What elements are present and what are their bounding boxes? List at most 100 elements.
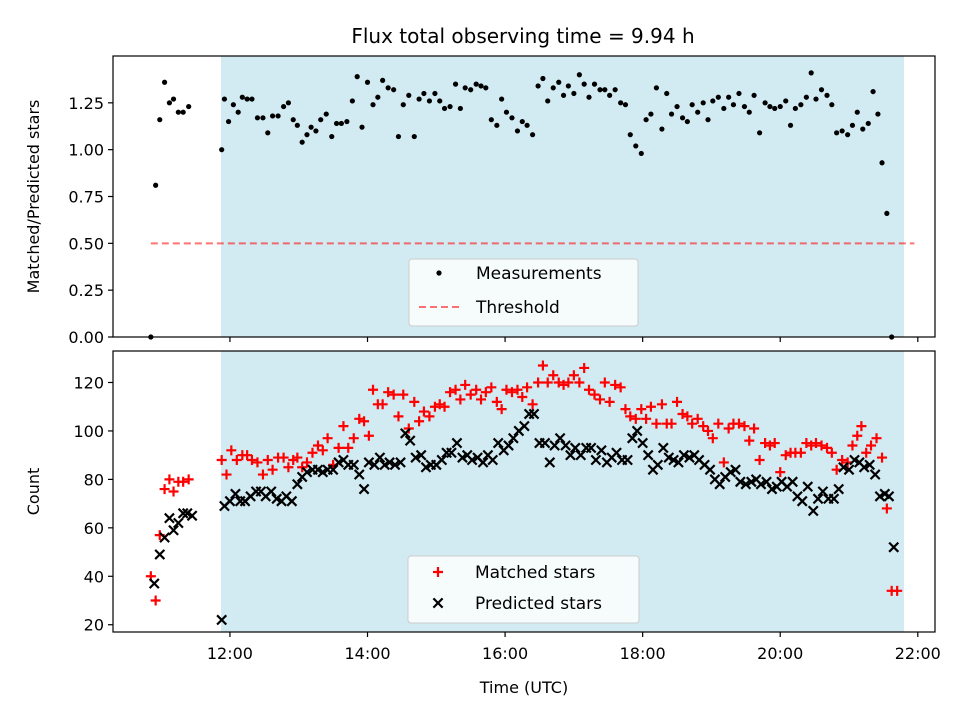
data-point [740, 478, 752, 490]
data-point [599, 377, 610, 388]
data-point [622, 454, 633, 466]
data-point [834, 130, 840, 136]
data-point [377, 399, 388, 410]
data-point [254, 115, 261, 121]
data-point [286, 495, 298, 507]
data-point [512, 384, 523, 395]
data-point [445, 387, 456, 398]
data-point [746, 109, 752, 115]
data-point [471, 384, 482, 395]
data-point [265, 486, 277, 497]
data-point [700, 100, 706, 106]
data-point [473, 81, 479, 87]
data-point [620, 404, 631, 415]
data-point [810, 438, 821, 449]
data-point [230, 488, 241, 500]
y-tick-label: 60 [84, 519, 104, 538]
data-point [175, 109, 181, 115]
data-point [751, 92, 757, 98]
legend-box [407, 555, 640, 624]
data-point [597, 87, 603, 93]
data-point [565, 83, 571, 89]
data-point [584, 384, 595, 395]
data-point [540, 75, 546, 82]
data-point [550, 85, 556, 91]
data-point [436, 454, 448, 466]
data-point [278, 452, 289, 463]
data-point [455, 394, 466, 405]
data-point [802, 481, 814, 493]
data-point [451, 437, 463, 449]
data-point [457, 105, 463, 112]
data-point [354, 74, 360, 80]
data-point [327, 464, 339, 476]
data-point [783, 98, 789, 104]
data-point [395, 133, 402, 140]
data-point [483, 85, 489, 91]
data-point [178, 476, 189, 487]
data-point [808, 70, 814, 76]
data-point [492, 437, 504, 449]
data-point [856, 421, 867, 432]
data-point [418, 406, 429, 417]
data-point [698, 421, 709, 432]
data-point [528, 408, 540, 420]
y-axis-label: Count [24, 468, 43, 516]
data-point [627, 132, 633, 138]
data-point [860, 126, 866, 132]
legend-box [408, 258, 639, 327]
data-point [610, 379, 621, 390]
data-point [527, 399, 538, 410]
data-point [666, 418, 677, 429]
data-point [509, 115, 515, 121]
data-point [235, 109, 241, 115]
data-point [826, 447, 837, 458]
data-point [641, 413, 652, 424]
data-point [733, 418, 744, 429]
data-point [283, 462, 294, 473]
x-tick-label: 16:00 [482, 644, 528, 663]
data-point [816, 440, 827, 451]
data-point [180, 109, 186, 115]
data-point [703, 425, 714, 436]
data-point [380, 77, 386, 83]
data-point [318, 117, 324, 123]
data-point [775, 467, 786, 478]
data-point [301, 466, 313, 478]
data-point [398, 389, 409, 400]
data-point [186, 103, 192, 110]
data-point [437, 98, 443, 104]
data-point [416, 96, 422, 102]
y-axis-label: Matched/Predicted stars [24, 100, 43, 294]
data-point [560, 440, 571, 451]
data-point [630, 413, 641, 424]
data-point [421, 90, 427, 97]
data-point [596, 444, 607, 456]
data-point [415, 449, 427, 461]
data-point [710, 98, 716, 104]
data-point [589, 389, 600, 400]
data-point [432, 90, 438, 97]
data-point [648, 111, 654, 117]
data-point [168, 486, 179, 497]
data-point [568, 370, 579, 381]
data-point [265, 130, 271, 136]
data-point [226, 445, 237, 456]
data-point [522, 382, 533, 393]
data-point [333, 120, 340, 127]
data-point [533, 377, 544, 388]
data-point [754, 455, 765, 466]
data-point [652, 459, 664, 471]
data-point [545, 98, 551, 104]
data-point [374, 452, 386, 463]
data-point [411, 133, 417, 140]
data-point [441, 105, 448, 112]
data-point [368, 384, 379, 395]
data-point [739, 421, 750, 432]
data-point [480, 387, 491, 398]
data-point [260, 115, 266, 121]
data-point [312, 440, 323, 451]
data-point [565, 449, 576, 461]
data-point [631, 425, 643, 437]
